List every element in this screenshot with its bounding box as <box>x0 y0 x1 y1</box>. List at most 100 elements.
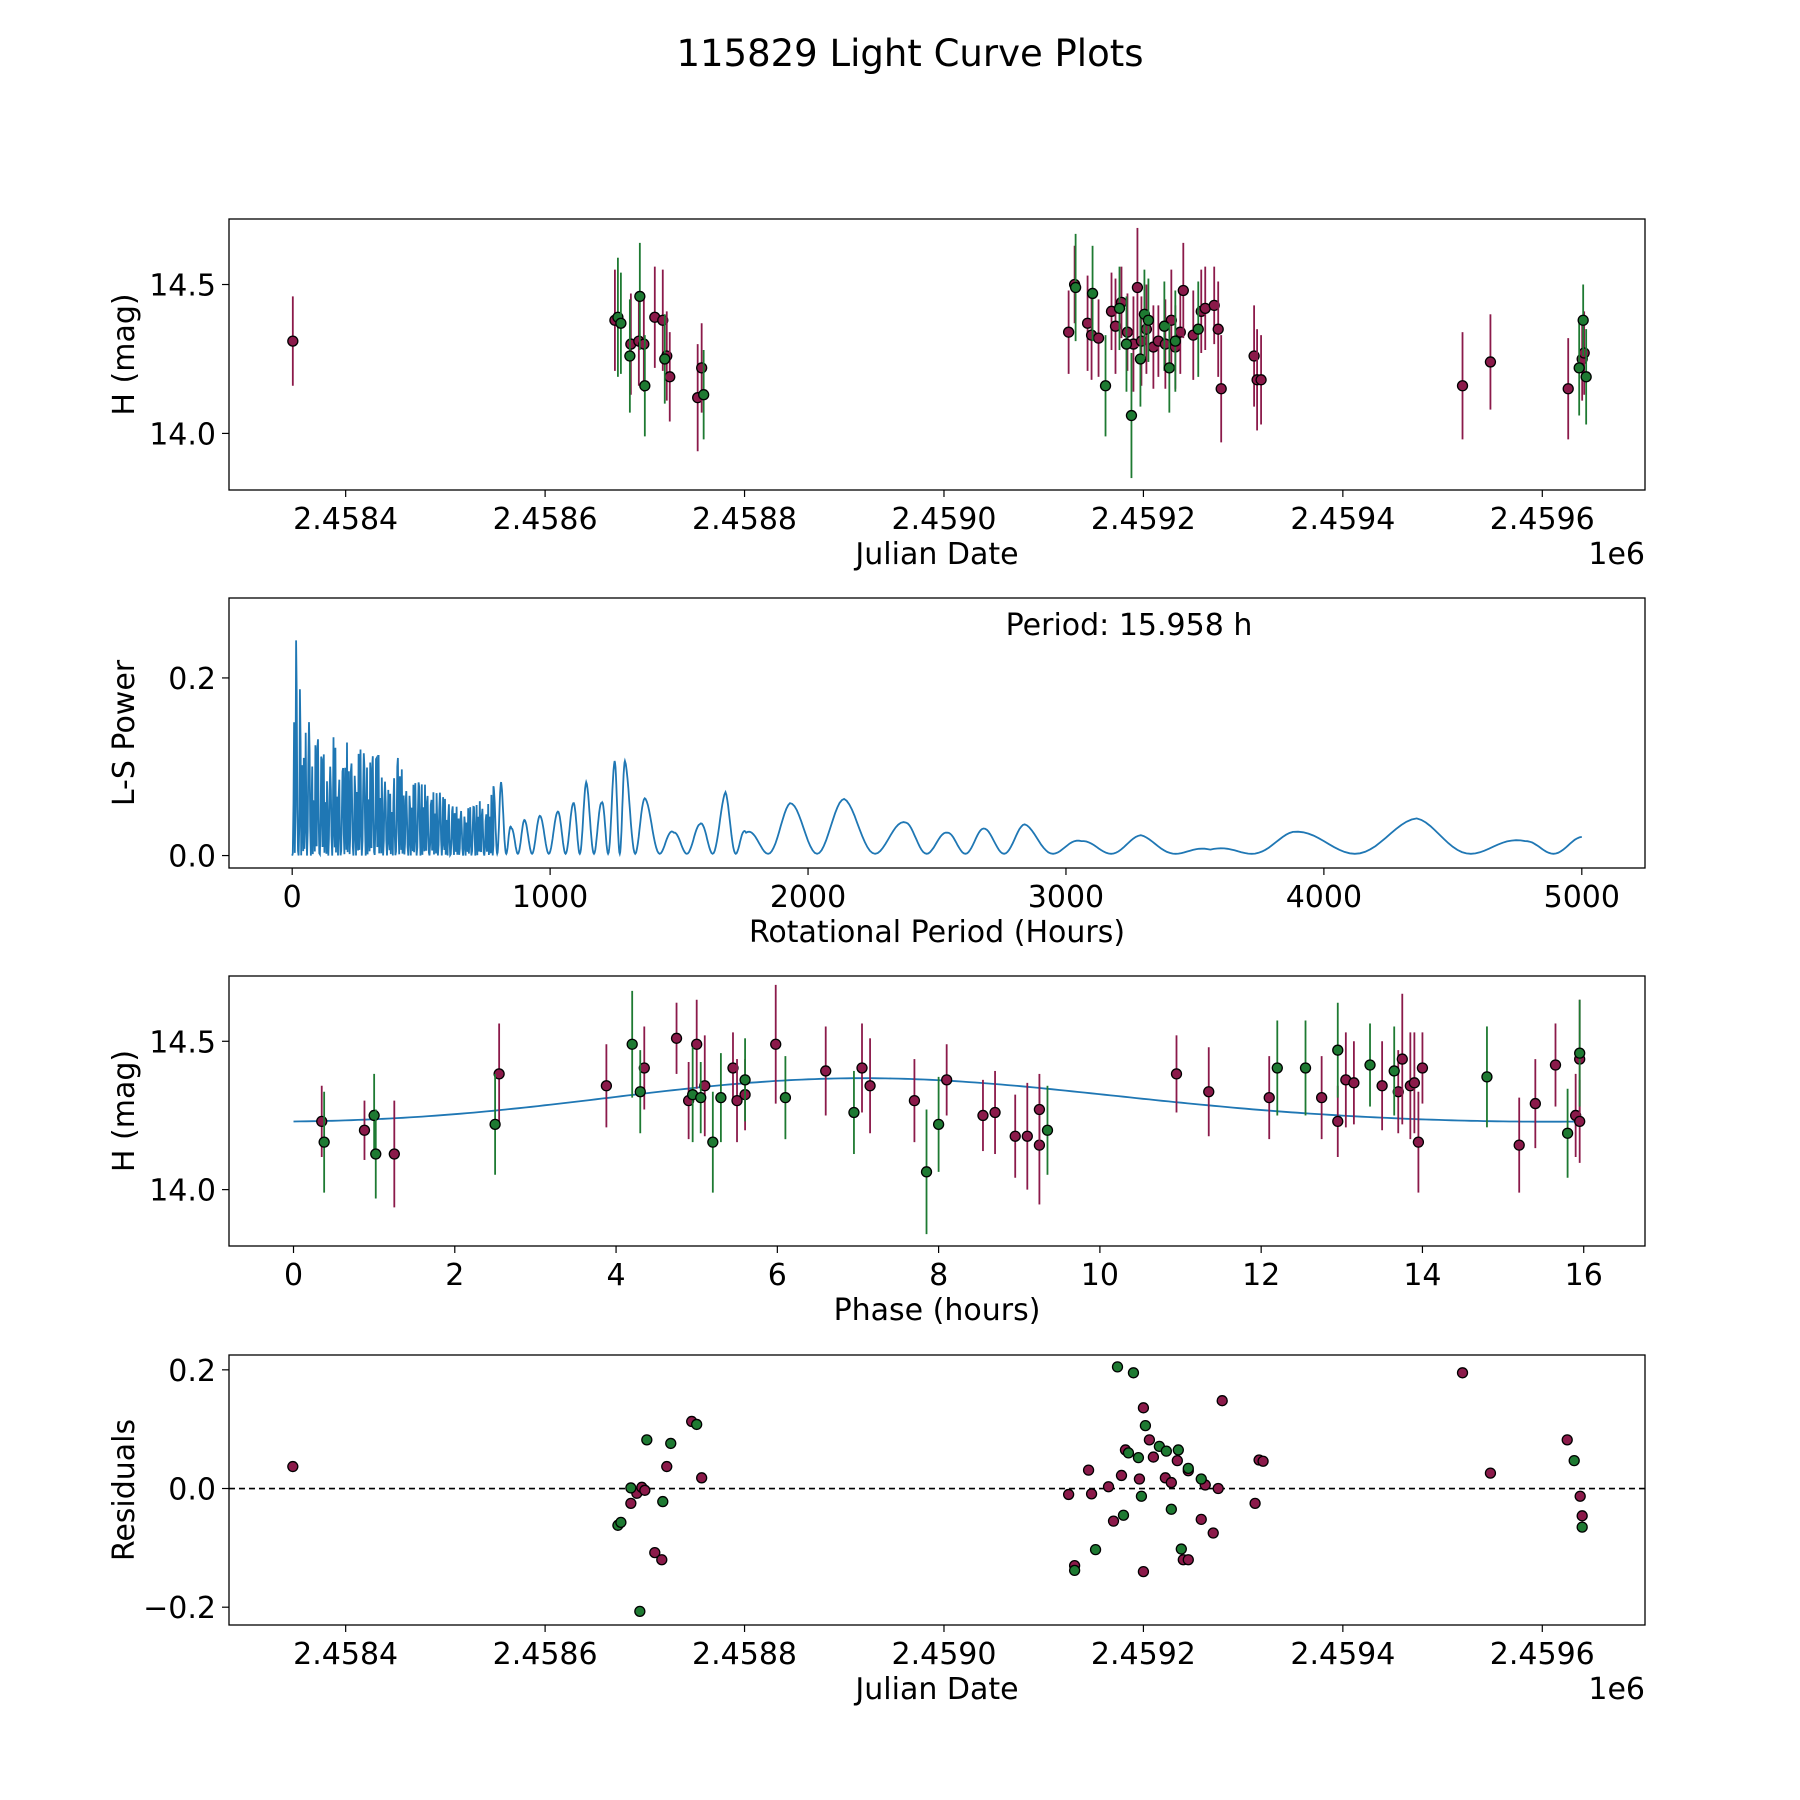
periodogram-xtick-label: 4000 <box>1286 880 1362 915</box>
data-point <box>1348 1077 1360 1089</box>
phase-folded-xtick-label: 14 <box>1403 1258 1441 1293</box>
data-point <box>1107 1515 1120 1527</box>
periodogram-xtick-label: 2000 <box>770 880 846 915</box>
data-point <box>1147 1451 1160 1463</box>
data-point <box>1085 1488 1098 1500</box>
light-curve-offset-label: 1e6 <box>1588 537 1645 572</box>
data-point <box>932 1118 945 1131</box>
periodogram-axes-frame <box>228 597 1646 869</box>
data-point <box>625 1497 637 1510</box>
data-point <box>908 1094 921 1107</box>
phase-folded-xtick-label: 2 <box>445 1258 464 1293</box>
residuals-xtick-label: 2.4588 <box>692 1637 797 1672</box>
data-point <box>1134 353 1147 365</box>
data-point <box>388 1148 400 1160</box>
data-point <box>1561 1127 1574 1139</box>
data-point <box>1033 1103 1046 1116</box>
data-point <box>1216 1395 1228 1407</box>
light-curve-xlabel: Julian Date <box>853 537 1018 572</box>
residuals-xtick-label: 2.4590 <box>891 1637 996 1672</box>
phase-folded-axes-frame <box>228 975 1646 1247</box>
data-point <box>639 380 651 392</box>
light-curve-axes-frame <box>228 218 1646 491</box>
data-point <box>1182 1554 1194 1566</box>
data-point <box>1165 314 1177 326</box>
data-point <box>370 1148 382 1160</box>
data-point <box>1562 383 1574 395</box>
data-point <box>1062 326 1075 338</box>
data-point <box>1175 1543 1187 1555</box>
data-point <box>1456 380 1469 392</box>
residuals-xtick-label: 2.4584 <box>293 1637 398 1672</box>
data-point <box>664 371 676 383</box>
data-point <box>1143 1434 1156 1446</box>
data-point <box>739 1074 751 1086</box>
data-point <box>856 1062 868 1074</box>
data-point <box>1120 338 1133 350</box>
data-point <box>1573 362 1585 374</box>
data-point <box>698 389 710 401</box>
data-point <box>661 1460 673 1473</box>
data-point <box>1131 281 1144 294</box>
residuals-xtick-label: 2.4596 <box>1490 1637 1595 1672</box>
data-point <box>1009 1130 1021 1142</box>
residuals-offset-label: 1e6 <box>1588 1672 1645 1707</box>
data-point <box>1192 323 1204 335</box>
light-curve-xtick-label: 2.4588 <box>692 502 797 537</box>
data-point <box>731 1094 743 1107</box>
data-point <box>318 1136 330 1148</box>
data-point <box>1135 1490 1148 1502</box>
data-point <box>1117 1509 1130 1521</box>
data-point <box>1165 1503 1177 1515</box>
data-point <box>1158 320 1171 332</box>
periodogram-ytick-label: 0.0 <box>168 840 216 875</box>
data-point <box>1182 1462 1194 1474</box>
data-point <box>1549 1059 1562 1071</box>
data-point <box>1568 1454 1580 1467</box>
data-point <box>1388 1065 1400 1077</box>
data-point <box>1169 335 1181 347</box>
data-point <box>699 1080 711 1092</box>
data-point <box>820 1065 832 1077</box>
data-point <box>1127 1367 1140 1379</box>
periodogram-line <box>291 640 1582 859</box>
data-point <box>634 290 646 303</box>
phase-folded-ylabel: H (mag) <box>107 1050 142 1172</box>
data-point <box>638 1062 650 1074</box>
data-point <box>1392 1086 1404 1098</box>
data-point <box>656 1554 668 1566</box>
data-point <box>1263 1091 1275 1104</box>
data-point <box>727 1062 739 1074</box>
data-point <box>1212 323 1224 335</box>
data-point <box>1481 1071 1493 1083</box>
data-point <box>634 1086 646 1098</box>
data-point <box>1215 383 1227 395</box>
data-point <box>638 338 650 350</box>
figure-title: 115829 Light Curve Plots <box>676 32 1143 75</box>
data-point <box>358 1124 371 1136</box>
data-point <box>1092 332 1105 344</box>
phase-folded-ytick-label: 14.5 <box>149 1025 216 1060</box>
data-point <box>1364 1059 1376 1071</box>
data-point <box>649 1546 661 1559</box>
data-point <box>641 1434 653 1446</box>
data-point <box>1021 1130 1033 1142</box>
data-point <box>1099 380 1112 392</box>
data-point <box>696 1472 708 1484</box>
residuals-xtick-label: 2.4586 <box>493 1637 598 1672</box>
data-point <box>1069 281 1082 294</box>
data-point <box>659 353 671 365</box>
data-point <box>1299 1062 1312 1074</box>
phase-folded-xtick-label: 16 <box>1565 1258 1603 1293</box>
data-point <box>1257 1455 1269 1467</box>
data-point <box>1086 287 1099 300</box>
data-point <box>1249 1497 1261 1510</box>
data-point <box>715 1091 727 1104</box>
data-point <box>1115 1469 1128 1482</box>
data-point <box>696 362 708 374</box>
data-point <box>1082 1464 1095 1476</box>
data-point <box>1125 409 1138 422</box>
data-point <box>287 1460 299 1473</box>
period-annotation: Period: 15.958 h <box>1006 608 1253 643</box>
data-point <box>1576 1521 1588 1533</box>
